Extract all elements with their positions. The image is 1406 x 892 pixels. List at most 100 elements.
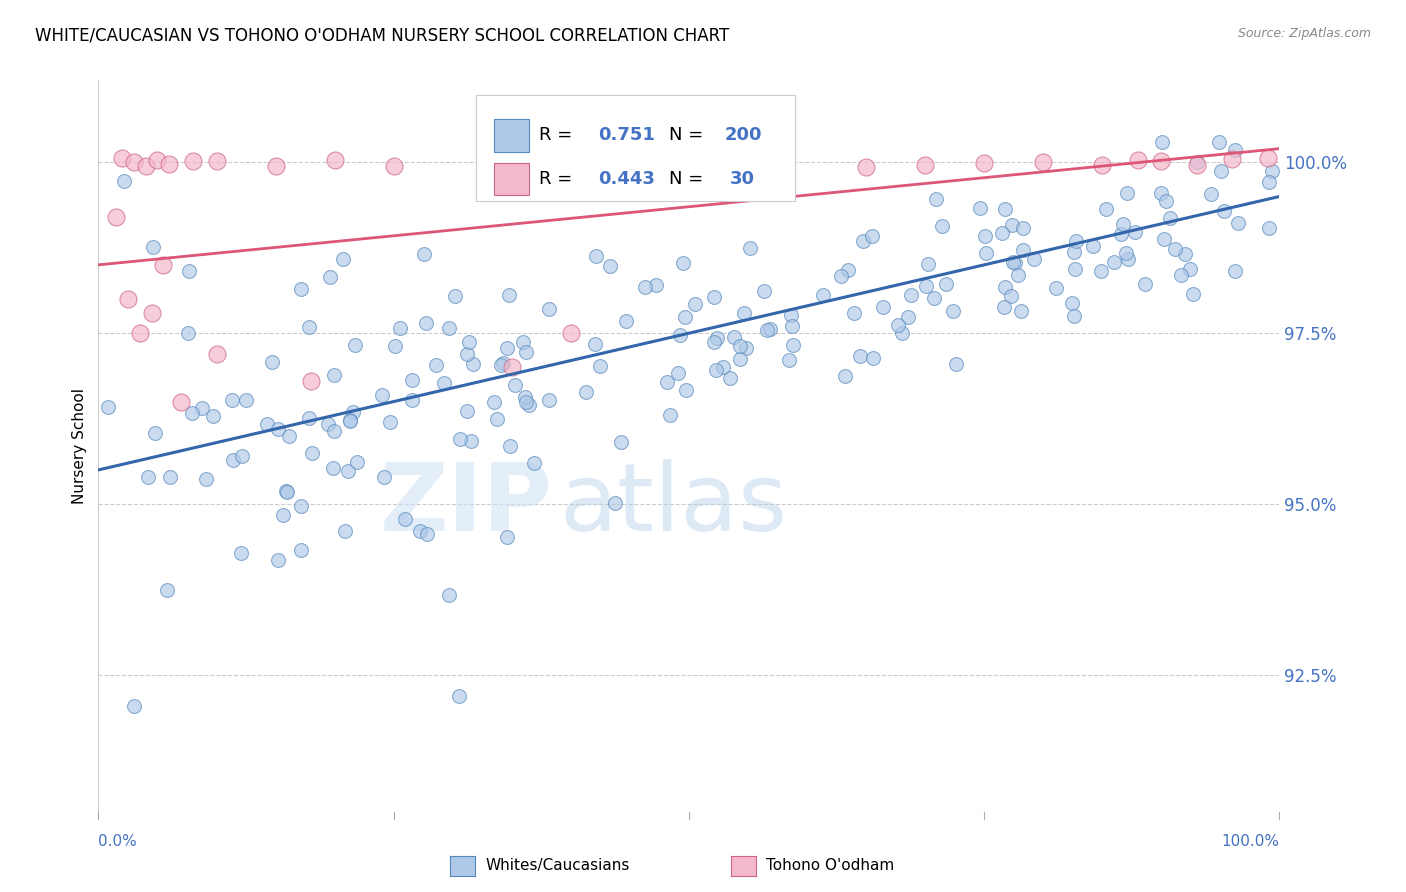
- Text: 0.0%: 0.0%: [98, 834, 138, 849]
- Point: [1112, 217, 1135, 231]
- Point: [515, 345, 537, 359]
- Point: [122, 154, 145, 169]
- Point: [264, 159, 287, 173]
- Bar: [494, 162, 530, 195]
- FancyBboxPatch shape: [477, 95, 796, 201]
- Point: [973, 156, 995, 170]
- Point: [704, 362, 727, 376]
- Point: [925, 193, 948, 207]
- Point: [156, 582, 179, 597]
- Point: [181, 154, 204, 169]
- Point: [159, 470, 181, 484]
- Point: [267, 553, 290, 567]
- Point: [1060, 296, 1083, 310]
- Point: [316, 417, 339, 432]
- Point: [756, 324, 779, 338]
- Point: [1095, 202, 1118, 216]
- Point: [278, 429, 301, 443]
- Point: [1223, 144, 1246, 158]
- Point: [973, 229, 995, 244]
- Point: [610, 435, 633, 450]
- Point: [1223, 264, 1246, 278]
- Point: [409, 524, 432, 538]
- Point: [416, 527, 439, 541]
- Point: [778, 353, 800, 368]
- Point: [323, 368, 346, 383]
- Point: [1258, 220, 1281, 235]
- Point: [382, 159, 405, 173]
- Point: [337, 464, 360, 478]
- Point: [974, 246, 997, 260]
- Text: Whites/Caucasians: Whites/Caucasians: [485, 858, 630, 872]
- Point: [994, 280, 1017, 294]
- Point: [1116, 186, 1139, 201]
- Point: [229, 546, 252, 560]
- Point: [496, 341, 519, 355]
- Point: [461, 357, 484, 371]
- Point: [1257, 152, 1279, 166]
- Point: [152, 258, 174, 272]
- Point: [290, 499, 312, 513]
- Point: [931, 219, 953, 234]
- Text: 0.751: 0.751: [598, 126, 655, 145]
- Point: [658, 408, 681, 422]
- Point: [537, 392, 560, 407]
- Point: [1109, 227, 1132, 241]
- Point: [290, 542, 312, 557]
- Point: [157, 157, 180, 171]
- Point: [332, 252, 354, 266]
- Point: [322, 424, 344, 438]
- Point: [523, 456, 546, 470]
- Point: [322, 461, 344, 475]
- Text: Tohono O'odham: Tohono O'odham: [766, 858, 894, 872]
- Point: [97, 401, 120, 415]
- Point: [1010, 304, 1032, 318]
- Point: [780, 319, 803, 334]
- Text: ZIP: ZIP: [380, 458, 553, 550]
- Point: [723, 330, 745, 344]
- Point: [449, 432, 471, 446]
- Point: [205, 154, 228, 169]
- Point: [1154, 194, 1177, 208]
- Point: [499, 439, 522, 453]
- Point: [437, 321, 460, 335]
- Point: [575, 384, 598, 399]
- Point: [460, 434, 482, 448]
- Point: [485, 412, 508, 426]
- Point: [1063, 245, 1085, 260]
- Point: [373, 469, 395, 483]
- Point: [433, 376, 456, 391]
- Point: [482, 395, 505, 409]
- Point: [298, 411, 321, 425]
- Point: [1116, 252, 1139, 266]
- Point: [896, 310, 918, 324]
- Point: [834, 369, 856, 384]
- Point: [634, 280, 657, 294]
- Point: [780, 308, 803, 322]
- Point: [342, 404, 364, 418]
- Point: [142, 240, 165, 254]
- Point: [439, 588, 461, 602]
- Point: [1170, 268, 1192, 282]
- Point: [301, 446, 323, 460]
- Point: [105, 210, 128, 224]
- Point: [339, 413, 361, 427]
- Point: [498, 288, 520, 302]
- Point: [146, 153, 169, 167]
- Point: [706, 331, 728, 345]
- Point: [205, 347, 228, 361]
- Point: [1133, 277, 1156, 292]
- Point: [323, 153, 346, 167]
- Point: [924, 291, 946, 305]
- Point: [813, 288, 835, 302]
- Point: [267, 422, 290, 436]
- Point: [605, 496, 627, 510]
- Text: Source: ZipAtlas.com: Source: ZipAtlas.com: [1237, 27, 1371, 40]
- Point: [515, 394, 537, 409]
- Point: [1153, 232, 1175, 246]
- Point: [993, 202, 1015, 216]
- Point: [1090, 264, 1112, 278]
- Point: [1182, 287, 1205, 301]
- Point: [388, 321, 411, 335]
- Point: [512, 335, 534, 350]
